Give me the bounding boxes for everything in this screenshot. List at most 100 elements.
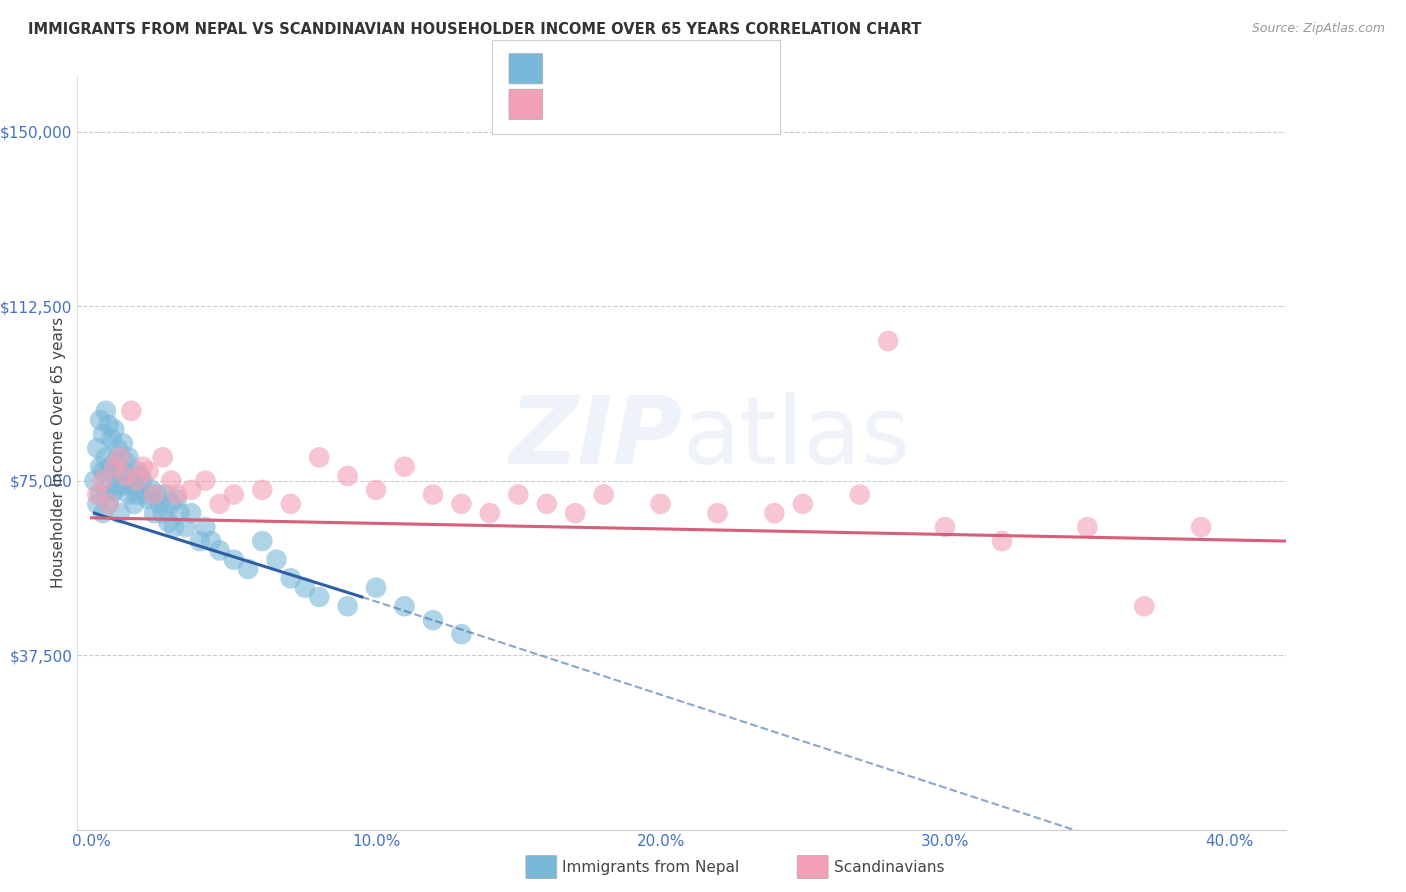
Point (86, 497, 108, 511)
Point (592, 487, 614, 501)
Point (100, 432, 122, 446)
Point (508, 487, 530, 501)
Point (149, 497, 172, 511)
Text: IMMIGRANTS FROM NEPAL VS SCANDINAVIAN HOUSEHOLDER INCOME OVER 65 YEARS CORRELATI: IMMIGRANTS FROM NEPAL VS SCANDINAVIAN HO… (28, 22, 921, 37)
Point (706, 506, 728, 520)
Point (308, 590, 330, 604)
Point (132, 459, 155, 474)
Point (564, 506, 586, 520)
Text: -0.256: -0.256 (582, 60, 644, 78)
Point (120, 404, 142, 418)
Point (89, 459, 111, 474)
Point (120, 469, 142, 483)
Point (155, 487, 177, 501)
Point (91, 506, 114, 520)
Point (336, 469, 359, 483)
Point (146, 487, 169, 501)
Point (103, 455, 125, 469)
Point (89, 413, 111, 427)
Point (111, 464, 134, 478)
Point (135, 487, 157, 501)
Point (125, 487, 148, 501)
Point (536, 497, 558, 511)
Point (108, 450, 131, 465)
Text: N =: N = (652, 62, 703, 76)
Point (934, 520, 956, 534)
Point (152, 450, 174, 465)
Point (991, 534, 1014, 549)
Point (94, 404, 117, 418)
Text: -0.051: -0.051 (582, 95, 644, 113)
Text: 70: 70 (702, 60, 725, 78)
Point (91, 464, 114, 478)
Point (157, 516, 180, 530)
Point (194, 474, 217, 488)
Point (141, 483, 163, 497)
Point (160, 497, 183, 511)
Text: Immigrants from Nepal: Immigrants from Nepal (562, 860, 740, 874)
Point (877, 334, 900, 348)
Point (138, 492, 160, 507)
Point (160, 474, 183, 488)
Point (138, 464, 160, 478)
Point (143, 487, 166, 501)
Point (117, 450, 139, 465)
Point (236, 562, 259, 576)
Point (114, 478, 136, 492)
Text: Scandinavians: Scandinavians (834, 860, 945, 874)
Point (100, 487, 122, 501)
Point (848, 487, 870, 501)
Point (86, 441, 108, 455)
Point (174, 520, 197, 534)
Point (91, 474, 114, 488)
Point (364, 581, 387, 595)
Point (222, 487, 245, 501)
Point (97, 464, 120, 478)
Point (97, 497, 120, 511)
Point (97, 497, 120, 511)
Point (763, 506, 786, 520)
Text: R =: R = (551, 62, 586, 76)
Point (252, 534, 274, 549)
Point (422, 613, 444, 627)
Point (105, 469, 128, 483)
Point (103, 422, 125, 436)
Y-axis label: Householder Income Over 65 years: Householder Income Over 65 years (51, 317, 66, 589)
Point (336, 599, 359, 614)
Point (280, 497, 302, 511)
Point (111, 436, 134, 450)
Point (100, 459, 122, 474)
Point (188, 534, 211, 549)
Point (129, 469, 152, 483)
Point (108, 506, 131, 520)
Point (180, 506, 202, 520)
Text: R =: R = (551, 97, 586, 112)
Point (89, 487, 111, 501)
Point (125, 464, 148, 478)
Text: 42: 42 (702, 95, 725, 113)
Point (394, 459, 416, 474)
Point (200, 534, 222, 549)
Point (1133, 599, 1156, 614)
Point (208, 543, 231, 558)
Point (125, 474, 148, 488)
Point (94, 450, 117, 465)
Point (1189, 520, 1212, 534)
Point (478, 506, 501, 520)
Point (117, 487, 139, 501)
Point (103, 459, 125, 474)
Point (108, 478, 131, 492)
Point (394, 599, 416, 614)
Point (108, 450, 131, 465)
Text: N =: N = (652, 97, 703, 112)
Point (166, 487, 188, 501)
Point (83, 474, 105, 488)
Point (97, 417, 120, 432)
Point (105, 441, 128, 455)
Point (163, 520, 186, 534)
Point (266, 552, 288, 566)
Point (308, 450, 330, 465)
Point (86, 487, 108, 501)
Text: Source: ZipAtlas.com: Source: ZipAtlas.com (1251, 22, 1385, 36)
Point (422, 487, 444, 501)
